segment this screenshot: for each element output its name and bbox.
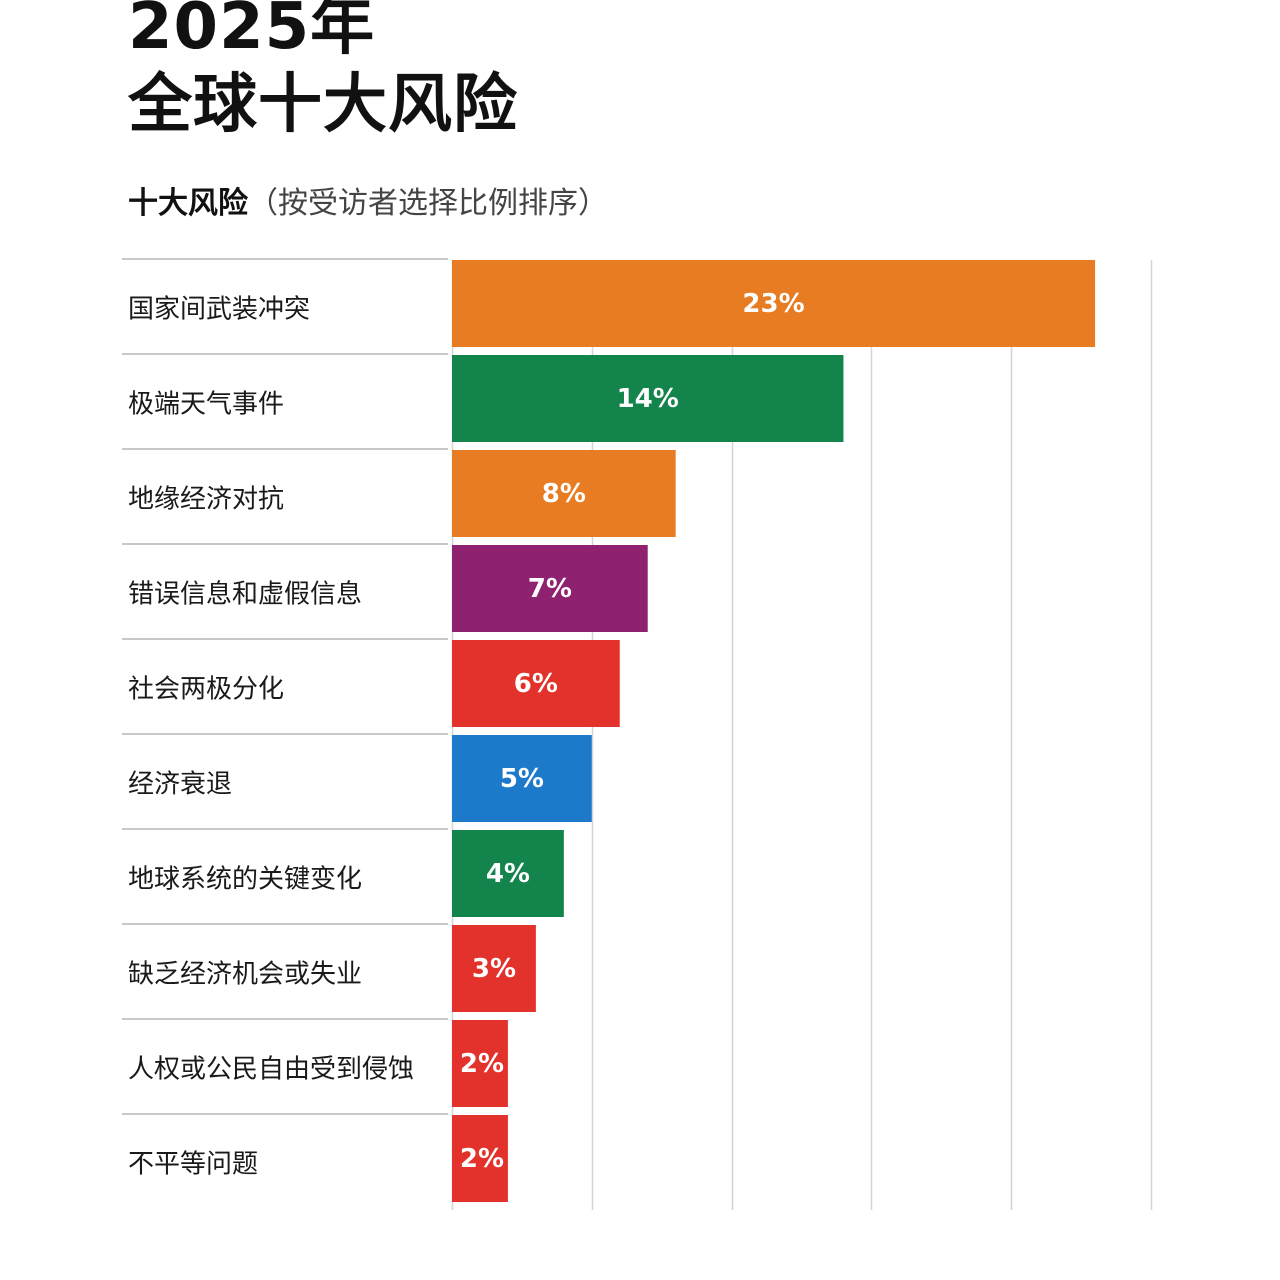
- value-label: 14%: [617, 384, 679, 414]
- category-label: 国家间武装冲突: [128, 295, 310, 325]
- bar: [452, 355, 844, 442]
- subtitle-main: 十大风险: [128, 186, 248, 221]
- value-label: 3%: [472, 954, 516, 984]
- category-label: 经济衰退: [128, 770, 232, 800]
- value-label: 6%: [514, 669, 558, 699]
- category-label: 不平等问题: [128, 1150, 258, 1180]
- value-label: 5%: [500, 764, 544, 794]
- category-label: 地缘经济对抗: [128, 485, 284, 515]
- bar: [452, 830, 564, 917]
- subtitle-note: （按受访者选择比例排序）: [248, 186, 608, 221]
- title-main: 全球十大风险: [128, 68, 518, 142]
- value-label: 8%: [542, 479, 586, 509]
- bar: [452, 1115, 508, 1202]
- value-label: 4%: [486, 859, 530, 889]
- category-label: 人权或公民自由受到侵蚀: [128, 1055, 414, 1085]
- bar: [452, 450, 676, 537]
- category-label: 极端天气事件: [128, 390, 284, 420]
- bar: [452, 545, 648, 632]
- category-label: 缺乏经济机会或失业: [128, 960, 362, 990]
- bar: [452, 735, 592, 822]
- category-label: 错误信息和虚假信息: [128, 580, 362, 610]
- chart-title: 2025年 全球十大风险: [128, 0, 518, 144]
- value-label: 2%: [460, 1049, 504, 1079]
- category-label: 社会两极分化: [128, 675, 284, 705]
- value-label: 2%: [460, 1144, 504, 1174]
- chart-subtitle: 十大风险（按受访者选择比例排序）: [128, 184, 608, 224]
- bar: [452, 640, 620, 727]
- value-label: 23%: [742, 289, 804, 319]
- category-label: 地球系统的关键变化: [128, 865, 362, 895]
- bar: [452, 925, 536, 1012]
- bar: [452, 260, 1096, 347]
- bar: [452, 1020, 508, 1107]
- value-label: 7%: [528, 574, 572, 604]
- title-year: 2025年: [128, 0, 376, 64]
